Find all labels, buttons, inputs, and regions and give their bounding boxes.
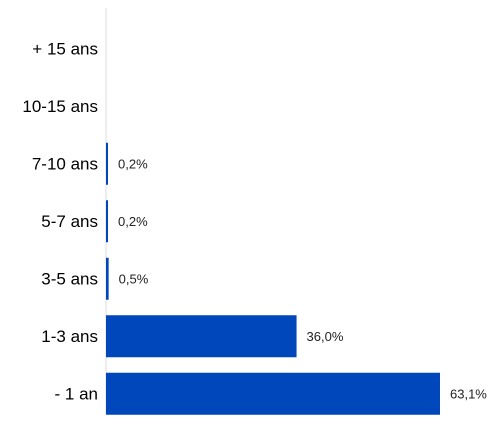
- category-label: 1-3 ans: [41, 327, 98, 346]
- category-labels: + 15 ans 10-15 ans 7-10 ans 5-7 ans 3-5 ans 1…: [22, 39, 98, 403]
- category-label: 3-5 ans: [41, 269, 98, 288]
- value-labels: 0,2% 0,2% 0,5% 36,0% 63,1%: [118, 156, 487, 401]
- bar: [106, 200, 108, 242]
- bar: [106, 258, 109, 300]
- category-label: 5-7 ans: [41, 212, 98, 231]
- bar: [106, 373, 440, 415]
- bar: [106, 143, 108, 185]
- bar: [106, 315, 297, 357]
- value-label: 36,0%: [307, 329, 344, 344]
- value-label: 0,2%: [118, 214, 148, 229]
- category-label: + 15 ans: [32, 39, 98, 58]
- bars: [106, 143, 440, 415]
- value-label: 0,5%: [119, 271, 149, 286]
- value-label: 63,1%: [450, 386, 487, 401]
- category-label: 10-15 ans: [22, 97, 98, 116]
- value-label: 0,2%: [118, 156, 148, 171]
- category-label: 7-10 ans: [32, 154, 98, 173]
- category-label: - 1 an: [55, 384, 98, 403]
